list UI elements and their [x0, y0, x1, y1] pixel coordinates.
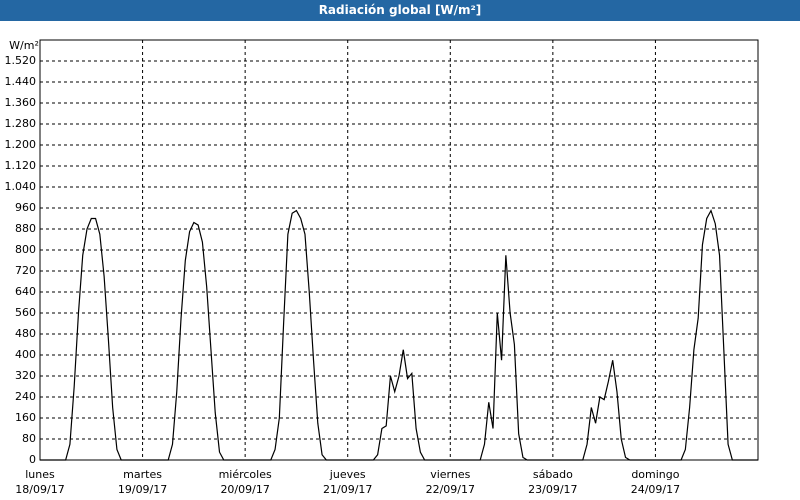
y-tick-label: 800: [15, 243, 36, 256]
x-tick-label: jueves: [329, 468, 366, 481]
x-tick-date: 21/09/17: [323, 483, 372, 496]
y-tick-label: 480: [15, 327, 36, 340]
y-tick-label: 160: [15, 411, 36, 424]
plot-border: [39, 39, 759, 461]
x-tick-label: domingo: [631, 468, 679, 481]
y-tick-label: 320: [15, 369, 36, 382]
x-tick-label: martes: [123, 468, 162, 481]
y-tick-label: 1.040: [5, 180, 37, 193]
data-line: [40, 209, 758, 461]
y-tick-label: 80: [22, 432, 36, 445]
y-tick-label: 1.120: [5, 159, 37, 172]
y-tick-label: 1.440: [5, 75, 37, 88]
x-tick-label: sábado: [533, 468, 573, 481]
y-tick-label: 1.360: [5, 96, 37, 109]
x-tick-date: 24/09/17: [631, 483, 680, 496]
y-tick-label: 400: [15, 348, 36, 361]
y-tick-label: 720: [15, 264, 36, 277]
y-tick-label: 1.520: [5, 54, 37, 67]
x-tick-date: 23/09/17: [528, 483, 577, 496]
y-tick-label: 1.280: [5, 117, 37, 130]
y-tick-label: 960: [15, 201, 36, 214]
x-tick-label: viernes: [430, 468, 470, 481]
x-tick-date: 19/09/17: [118, 483, 167, 496]
y-axis-label: W/m²: [9, 39, 39, 52]
chart-title: Radiación global [W/m²]: [0, 0, 800, 21]
y-tick-label: 0: [29, 453, 36, 466]
x-tick-date: 20/09/17: [220, 483, 269, 496]
x-tick-date: 22/09/17: [426, 483, 475, 496]
y-tick-label: 240: [15, 390, 36, 403]
x-tick-date: 18/09/17: [15, 483, 64, 496]
y-tick-label: 1.200: [5, 138, 37, 151]
y-tick-label: 880: [15, 222, 36, 235]
y-tick-label: 560: [15, 306, 36, 319]
x-tick-label: miércoles: [219, 468, 272, 481]
x-tick-label: lunes: [25, 468, 55, 481]
y-tick-label: 640: [15, 285, 36, 298]
